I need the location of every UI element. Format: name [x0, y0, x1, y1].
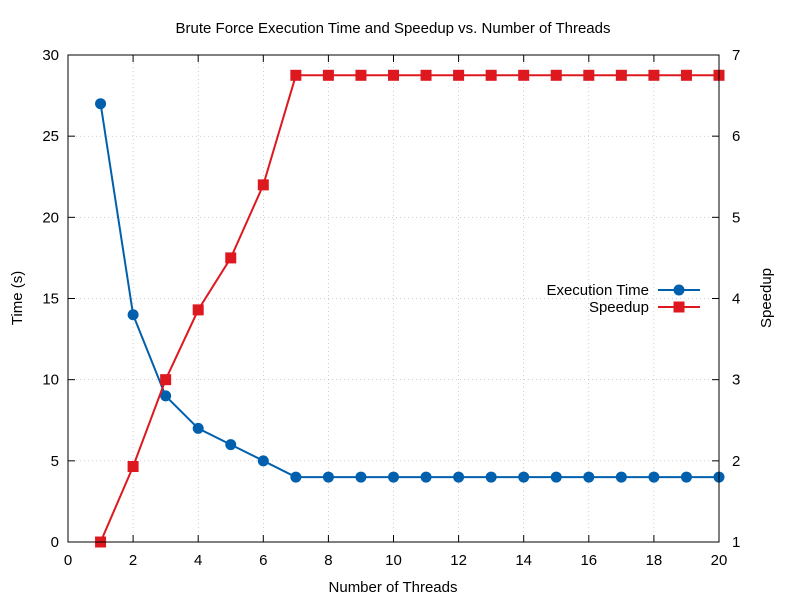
legend-marker-execution-time: [673, 284, 685, 296]
x-tick-label: 14: [515, 552, 532, 569]
series-layer: [95, 69, 725, 548]
data-point-execution-time: [615, 471, 627, 483]
data-point-speedup: [518, 69, 530, 81]
x-tick-label: 2: [129, 552, 137, 569]
data-point-execution-time: [518, 471, 530, 483]
y2-tick-label: 3: [732, 372, 740, 389]
data-point-execution-time: [648, 471, 660, 483]
data-point-speedup: [420, 69, 432, 81]
data-point-speedup: [355, 69, 367, 81]
data-point-speedup: [225, 252, 237, 264]
x-tick-label: 4: [194, 552, 202, 569]
data-point-execution-time: [680, 471, 692, 483]
y-tick-label: 5: [51, 453, 59, 470]
data-point-execution-time: [485, 471, 497, 483]
x-axis-label: Number of Threads: [329, 579, 458, 596]
data-point-speedup: [257, 179, 269, 191]
data-point-speedup: [127, 461, 139, 473]
data-point-speedup: [615, 69, 627, 81]
legend-marker-speedup: [673, 301, 685, 313]
y-tick-label: 30: [42, 47, 59, 64]
y2-tick-label: 6: [732, 128, 740, 145]
grid: [68, 55, 719, 542]
legend: Execution Time Speedup: [546, 282, 700, 316]
data-point-execution-time: [225, 439, 237, 451]
y-tick-label: 0: [51, 534, 59, 551]
x-tick-label: 18: [646, 552, 663, 569]
data-point-execution-time: [322, 471, 334, 483]
data-point-execution-time: [355, 471, 367, 483]
data-point-speedup: [453, 69, 465, 81]
y2-tick-label: 4: [732, 291, 740, 308]
x-tick-label: 8: [324, 552, 332, 569]
data-point-execution-time: [388, 471, 399, 483]
data-point-execution-time: [420, 471, 432, 483]
data-point-speedup: [648, 69, 660, 81]
y2-tick-label: 5: [732, 209, 740, 226]
y-tick-label: 20: [42, 209, 59, 226]
data-point-execution-time: [160, 390, 172, 402]
y2-tick-label: 1: [732, 534, 740, 551]
y2-axis-label: Speedup: [758, 268, 775, 328]
y2-tick-label: 7: [732, 47, 740, 64]
data-point-speedup: [322, 69, 334, 81]
data-point-execution-time: [95, 98, 107, 110]
data-point-execution-time: [583, 471, 595, 483]
data-point-speedup: [680, 69, 692, 81]
data-point-execution-time: [127, 309, 139, 321]
data-point-speedup: [485, 69, 497, 81]
y-axis-label: Time (s): [9, 271, 26, 325]
legend-label-speedup: Speedup: [589, 299, 649, 316]
data-point-speedup: [290, 69, 302, 81]
x-tick-label: 20: [711, 552, 728, 569]
y-tick-label: 10: [42, 372, 59, 389]
data-point-speedup: [160, 374, 172, 386]
data-point-execution-time: [453, 471, 465, 483]
chart-title: Brute Force Execution Time and Speedup v…: [176, 20, 611, 37]
data-point-speedup: [550, 69, 562, 81]
x-tick-label: 6: [259, 552, 267, 569]
x-tick-label: 0: [64, 552, 72, 569]
x-tick-label: 16: [580, 552, 597, 569]
y-tick-label: 25: [42, 128, 59, 145]
data-point-speedup: [388, 69, 399, 81]
data-point-speedup: [192, 304, 204, 316]
y2-tick-label: 2: [732, 453, 740, 470]
y-tick-label: 15: [42, 291, 59, 308]
legend-label-execution-time: Execution Time: [546, 282, 649, 299]
data-point-execution-time: [550, 471, 562, 483]
x-tick-label: 10: [385, 552, 402, 569]
data-point-execution-time: [192, 422, 204, 434]
data-point-execution-time: [257, 455, 269, 467]
data-point-speedup: [583, 69, 595, 81]
data-point-execution-time: [290, 471, 302, 483]
x-tick-label: 12: [450, 552, 467, 569]
